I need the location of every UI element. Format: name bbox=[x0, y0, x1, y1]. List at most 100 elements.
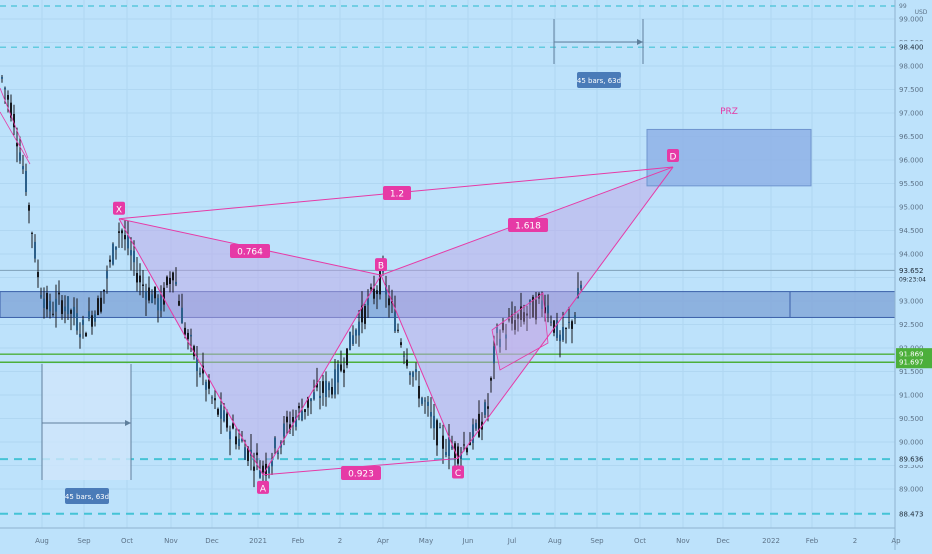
candle-body bbox=[121, 230, 123, 234]
x-tick-label: Sep bbox=[77, 537, 91, 545]
candle-body bbox=[469, 441, 471, 446]
candle-body bbox=[238, 438, 240, 447]
candle-body bbox=[547, 305, 549, 314]
candle-body bbox=[445, 452, 447, 456]
leg-cd bbox=[457, 166, 674, 459]
candle-body bbox=[364, 306, 366, 324]
candle-body bbox=[304, 409, 306, 413]
candle-body bbox=[385, 285, 387, 295]
candle-body bbox=[532, 296, 534, 318]
y-tick-label: 90.500 bbox=[899, 415, 924, 423]
candle-body bbox=[181, 307, 183, 324]
channel-overlay bbox=[491, 292, 549, 371]
candle-body bbox=[184, 327, 186, 335]
candle-body bbox=[475, 422, 477, 429]
candle-body bbox=[523, 312, 525, 322]
x-tick-label: Oct bbox=[121, 537, 133, 545]
price-tag: 98.400 bbox=[899, 44, 924, 52]
y-tick-label: 91.500 bbox=[899, 368, 924, 376]
pattern-labels: X A B C D 0.764 1.2 1.618 0.923 PRZ bbox=[113, 107, 738, 494]
candle-body bbox=[397, 329, 399, 331]
candle-body bbox=[448, 437, 450, 457]
candle-body bbox=[10, 102, 12, 118]
candle-body bbox=[205, 381, 207, 390]
candle-body bbox=[472, 424, 474, 443]
candle-body bbox=[277, 452, 279, 455]
candle-body bbox=[559, 334, 561, 342]
candle-body bbox=[439, 427, 441, 429]
candle-body bbox=[229, 431, 231, 440]
candle-body bbox=[199, 372, 201, 375]
candle-body bbox=[322, 381, 324, 393]
candle-body bbox=[457, 446, 459, 464]
candle-body bbox=[136, 273, 138, 283]
candle-body bbox=[409, 372, 411, 376]
y-tick-label: 92.500 bbox=[899, 321, 924, 329]
candle-body bbox=[22, 165, 24, 170]
y-tick-label: 94.500 bbox=[899, 227, 924, 235]
candle-body bbox=[517, 314, 519, 319]
candle-body bbox=[451, 446, 453, 449]
candle-body bbox=[76, 313, 78, 331]
x-tick-label: Jun bbox=[462, 537, 474, 545]
range-box-left bbox=[42, 364, 131, 480]
x-tick-label: May bbox=[419, 537, 433, 545]
candle-body bbox=[430, 411, 432, 417]
candle-body bbox=[355, 329, 357, 336]
candle-body bbox=[520, 306, 522, 320]
candle-body bbox=[106, 271, 108, 279]
candle-body bbox=[16, 143, 18, 147]
ratio-box bbox=[341, 466, 381, 480]
candle-body bbox=[379, 269, 381, 295]
candle-body bbox=[352, 335, 354, 345]
candle-body bbox=[298, 405, 300, 409]
x-tick-label: Ap bbox=[891, 537, 901, 545]
candle-body bbox=[166, 276, 168, 286]
candle-body bbox=[376, 290, 378, 294]
candle-body bbox=[34, 241, 36, 259]
date-ranges: 45 bars, 63d 45 bars, 63d bbox=[41, 19, 644, 504]
candle-body bbox=[427, 401, 429, 406]
candle-body bbox=[58, 292, 60, 295]
candle-body bbox=[550, 321, 552, 323]
point-label-a: A bbox=[260, 484, 267, 494]
candle-body bbox=[268, 467, 270, 474]
candle-body bbox=[358, 321, 360, 336]
candle-body bbox=[196, 355, 198, 371]
x-tick-label: Feb bbox=[292, 537, 305, 545]
ratio-box bbox=[508, 218, 548, 232]
candle-body bbox=[577, 288, 579, 299]
candle-body bbox=[160, 295, 162, 311]
candle-body bbox=[505, 334, 507, 339]
price-tag-box bbox=[896, 41, 932, 54]
x-tick-label: Dec bbox=[716, 537, 730, 545]
candle-body bbox=[349, 331, 351, 351]
candle-body bbox=[256, 452, 258, 456]
x-tick-label: Nov bbox=[164, 537, 178, 545]
candle-body bbox=[562, 326, 564, 340]
candle-body bbox=[94, 314, 96, 322]
point-label-box-x bbox=[113, 201, 125, 215]
candle-body bbox=[85, 333, 87, 337]
x-tick-label: Dec bbox=[205, 537, 219, 545]
candle-body bbox=[67, 296, 69, 315]
candle-body bbox=[502, 322, 504, 331]
candle-body bbox=[337, 364, 339, 383]
x-tick-label: Aug bbox=[35, 537, 49, 545]
candle-body bbox=[310, 398, 312, 402]
candle-body bbox=[493, 346, 495, 364]
candle-body bbox=[142, 284, 144, 286]
price-tag: 88.473 bbox=[899, 510, 924, 518]
range-label-box bbox=[65, 488, 109, 504]
candle-body bbox=[28, 205, 30, 211]
y-tick-label: 89.000 bbox=[899, 486, 924, 494]
x-tick-label: Aug bbox=[548, 537, 562, 545]
candle-body bbox=[463, 444, 465, 446]
x-tick-label: 2 bbox=[338, 537, 342, 545]
x-tick-label: 2021 bbox=[249, 537, 267, 545]
triangle-xab bbox=[119, 218, 381, 475]
candle-body bbox=[163, 287, 165, 305]
